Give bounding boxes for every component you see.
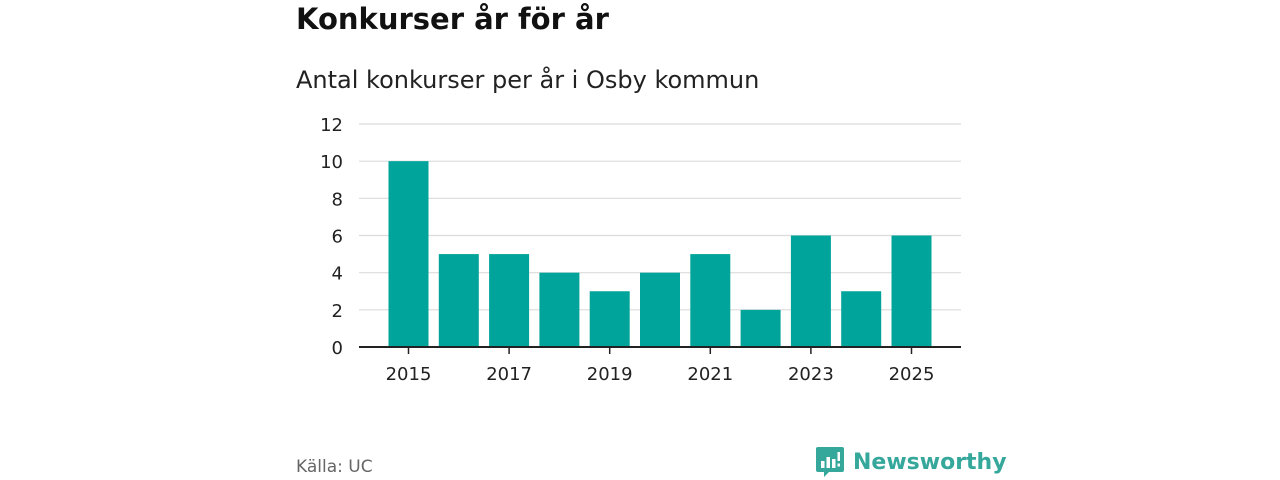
x-tick-label: 2019 — [587, 364, 633, 385]
x-tick-label: 2017 — [486, 364, 532, 385]
bar-2023 — [790, 235, 831, 347]
y-tick-label: 4 — [332, 264, 343, 285]
axes: 0 2 4 6 8 10 12 2015 2017 2019 2021 2023 2025 — [320, 115, 961, 385]
bar-2021 — [690, 254, 731, 347]
x-tick-label: 2023 — [788, 364, 834, 385]
chart-title: Konkurser år för år — [296, 2, 609, 36]
bar-2018 — [539, 272, 580, 347]
bar-chart-logo-icon — [816, 447, 844, 477]
y-tick-label: 8 — [332, 189, 343, 210]
chart-subtitle: Antal konkurser per år i Osby kommun — [296, 66, 760, 94]
bar-2025 — [891, 235, 932, 347]
x-tick-label: 2015 — [386, 364, 432, 385]
bars — [388, 161, 932, 347]
brand-logo: Newsworthy — [815, 446, 1007, 478]
y-tick-label: 2 — [332, 301, 343, 322]
bar-2019 — [589, 291, 630, 347]
x-tick-label: 2021 — [687, 364, 733, 385]
bar-2020 — [640, 272, 680, 347]
y-tick-label: 10 — [320, 152, 343, 173]
bar-2024 — [841, 291, 882, 347]
y-tick-label: 6 — [332, 227, 343, 248]
bar-2015 — [388, 161, 429, 347]
bar-2022 — [740, 309, 781, 347]
y-tick-label: 0 — [332, 338, 343, 359]
source-note: Källa: UC — [296, 457, 373, 477]
x-tick-label: 2025 — [889, 364, 935, 385]
y-tick-label: 12 — [320, 115, 343, 136]
brand-name: Newsworthy — [853, 449, 1007, 475]
bar-2017 — [489, 254, 530, 347]
bar-2016 — [438, 254, 479, 347]
